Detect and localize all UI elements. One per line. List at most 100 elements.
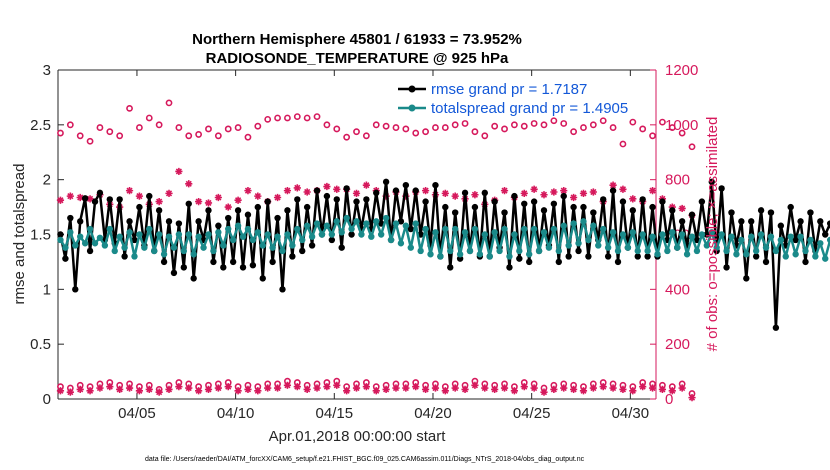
obs-possible-marker xyxy=(491,122,499,130)
obs-possible-marker xyxy=(116,132,124,140)
obs-possible-marker xyxy=(274,114,281,122)
totalspread-point xyxy=(72,242,79,249)
obs-possible-marker xyxy=(323,121,331,129)
x-tick-label: 04/15 xyxy=(316,405,354,422)
obs-assimilated-marker xyxy=(550,385,558,394)
obs-possible-marker xyxy=(441,124,449,131)
totalspread-point xyxy=(481,231,488,238)
obs-assimilated-marker xyxy=(639,383,647,391)
totalspread-point xyxy=(659,231,666,238)
totalspread-point xyxy=(91,240,99,247)
totalspread-point xyxy=(363,220,370,227)
rmse-point xyxy=(62,255,69,262)
obs-assimilated-marker xyxy=(668,203,676,211)
rmse-point xyxy=(698,198,706,205)
rmse-point xyxy=(195,218,202,225)
totalspread-point xyxy=(303,222,311,229)
totalspread-point xyxy=(545,244,553,251)
obs-possible-marker xyxy=(126,104,133,112)
obs-assimilated-marker xyxy=(125,384,134,392)
totalspread-point xyxy=(521,225,528,233)
obs-possible-marker xyxy=(96,124,104,131)
totalspread-point xyxy=(62,244,69,251)
obs-assimilated-marker xyxy=(195,198,203,206)
totalspread-point xyxy=(313,220,321,227)
totalspread-point xyxy=(506,253,513,260)
obs-assimilated-marker xyxy=(293,383,301,391)
rmse-point xyxy=(807,209,814,216)
rmse-point xyxy=(451,209,459,216)
y-right-axis-label: # of obs: o=possible; ×=assimilated xyxy=(704,117,721,352)
rmse-point xyxy=(86,247,94,255)
totalspread-point xyxy=(530,225,538,233)
totalspread-point xyxy=(81,240,89,247)
obs-assimilated-marker xyxy=(500,384,509,392)
legend: rmse grand pr = 1.7187 totalspread grand… xyxy=(398,81,628,117)
rmse-point xyxy=(718,185,725,192)
obs-assimilated-marker xyxy=(333,381,341,389)
rmse-point xyxy=(708,178,715,186)
obs-possible-marker xyxy=(136,124,143,131)
rmse-point xyxy=(688,211,696,218)
totalspread-point xyxy=(299,236,306,244)
rmse-point xyxy=(491,198,498,205)
totalspread-point xyxy=(792,251,799,258)
rmse-point xyxy=(590,209,597,216)
totalspread-point xyxy=(797,233,804,240)
rmse-point xyxy=(407,225,414,233)
totalspread-point xyxy=(802,247,809,255)
rmse-point xyxy=(550,200,558,207)
rmse-point xyxy=(748,218,755,225)
totalspread-point xyxy=(733,251,740,258)
totalspread-point xyxy=(269,244,276,251)
rmse-point xyxy=(456,255,464,262)
obs-assimilated-marker xyxy=(619,185,627,193)
rmse-point xyxy=(274,214,281,222)
obs-assimilated-marker xyxy=(451,384,459,392)
totalspread-point xyxy=(466,247,474,255)
totalspread-point xyxy=(417,247,424,255)
obs-assimilated-marker xyxy=(264,384,272,392)
totalspread-point xyxy=(772,247,780,255)
obs-possible-marker xyxy=(214,132,222,140)
rmse-point xyxy=(822,231,829,238)
obs-assimilated-marker xyxy=(481,384,489,392)
totalspread-point xyxy=(96,234,104,241)
totalspread-point xyxy=(67,229,74,236)
obs-assimilated-marker xyxy=(570,385,578,394)
totalspread-point xyxy=(688,233,696,240)
totalspread-point xyxy=(491,229,498,236)
totalspread-point xyxy=(634,247,641,255)
obs-possible-marker xyxy=(510,121,518,129)
totalspread-point xyxy=(762,244,770,251)
obs-assimilated-marker xyxy=(530,384,538,392)
obs-assimilated-marker xyxy=(668,387,676,395)
totalspread-point xyxy=(348,225,355,233)
rmse-point xyxy=(501,209,508,216)
obs-assimilated-marker xyxy=(540,388,548,396)
legend-rmse-marker xyxy=(408,85,416,93)
obs-assimilated-marker xyxy=(303,188,311,196)
obs-assimilated-marker xyxy=(579,387,588,395)
obs-possible-marker xyxy=(224,125,232,133)
obs-assimilated-marker xyxy=(234,196,242,204)
rmse-point xyxy=(797,218,804,225)
rmse-point xyxy=(629,207,637,214)
obs-assimilated-marker xyxy=(550,188,558,196)
y-tick-label: 1.5 xyxy=(30,227,51,244)
obs-possible-marker xyxy=(481,132,489,140)
totalspread-point xyxy=(289,242,296,249)
totalspread-point xyxy=(723,247,730,255)
rmse-point xyxy=(743,275,750,282)
rmse-point xyxy=(299,247,306,255)
rmse-point xyxy=(72,286,79,293)
rmse-point xyxy=(249,262,257,269)
data-file-footer: data file: /Users/raeder/DAI/ATM_forcXX/… xyxy=(145,456,585,463)
totalspread-point xyxy=(121,244,128,251)
y-right-tick-label: 0 xyxy=(665,391,673,408)
totalspread-point xyxy=(693,247,701,255)
rmse-point xyxy=(121,253,128,260)
obs-assimilated-marker xyxy=(471,191,479,199)
rmse-point xyxy=(323,192,331,200)
